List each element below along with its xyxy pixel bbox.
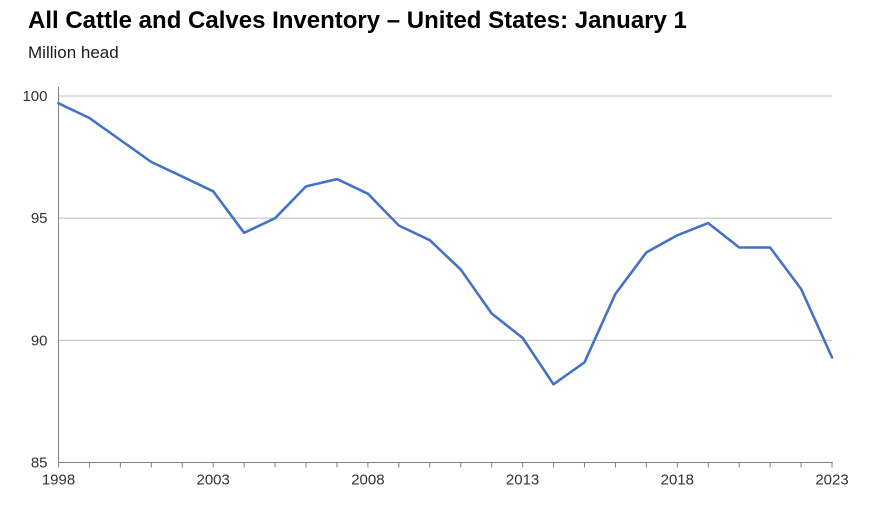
x-tick-label: 2018 (661, 472, 694, 489)
data-line-series (57, 102, 834, 386)
x-tick-label: 2013 (506, 472, 539, 489)
y-tick-label: 95 (31, 210, 48, 227)
chart-subtitle: Million head (28, 43, 119, 62)
y-tick-label: 85 (31, 455, 48, 472)
chart-title: All Cattle and Calves Inventory – United… (28, 7, 687, 34)
x-tick-label: 2008 (351, 472, 384, 489)
x-tick-label: 2003 (197, 472, 230, 489)
x-tick-label: 1998 (42, 472, 75, 489)
y-tick-label: 90 (31, 332, 48, 349)
y-tick-label: 100 (22, 88, 47, 105)
x-tick-label: 2023 (815, 472, 848, 489)
